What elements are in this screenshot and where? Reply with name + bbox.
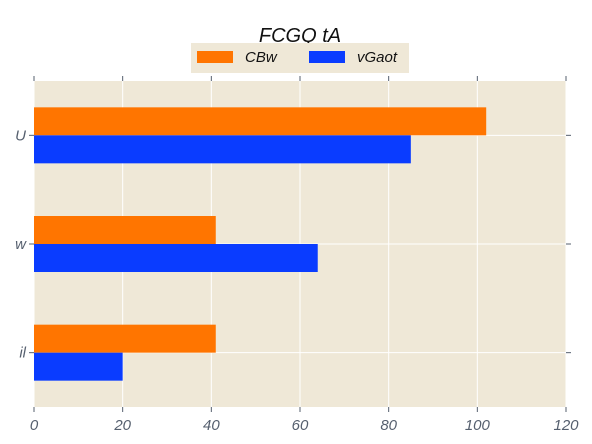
x-tick-labels: 0 20 40 60 80 100 120 xyxy=(30,417,579,434)
y-category-label: il xyxy=(19,345,26,362)
x-tick-label: 120 xyxy=(553,417,579,434)
x-tick-label: 100 xyxy=(465,417,491,434)
chart-title: FCGQ tA xyxy=(259,25,341,47)
x-tick-label: 60 xyxy=(292,417,309,434)
y-category-label: U xyxy=(15,127,26,144)
x-tick-label: 20 xyxy=(113,417,131,434)
bar-CBw-il xyxy=(34,324,216,353)
bar-CBw-w xyxy=(34,216,216,244)
y-category-label: w xyxy=(15,236,27,253)
x-tick-label: 80 xyxy=(380,417,397,434)
legend: CBw vGaot xyxy=(191,43,409,73)
bars xyxy=(34,107,487,381)
legend-swatch-CBw xyxy=(197,51,233,63)
x-tick-label: 40 xyxy=(203,417,220,434)
legend-label: vGaot xyxy=(357,49,398,66)
bar-vGaot-w xyxy=(34,244,318,272)
y-category-labels: Uw il xyxy=(15,127,27,361)
legend-swatch-vGaot xyxy=(309,51,345,63)
bar-vGaot-U xyxy=(34,135,411,164)
bar-CBw-U xyxy=(34,107,487,136)
axis-ticks xyxy=(29,76,571,412)
x-tick-label: 0 xyxy=(30,417,39,434)
legend-label: CBw xyxy=(245,49,278,66)
bar-vGaot-il xyxy=(34,352,123,381)
